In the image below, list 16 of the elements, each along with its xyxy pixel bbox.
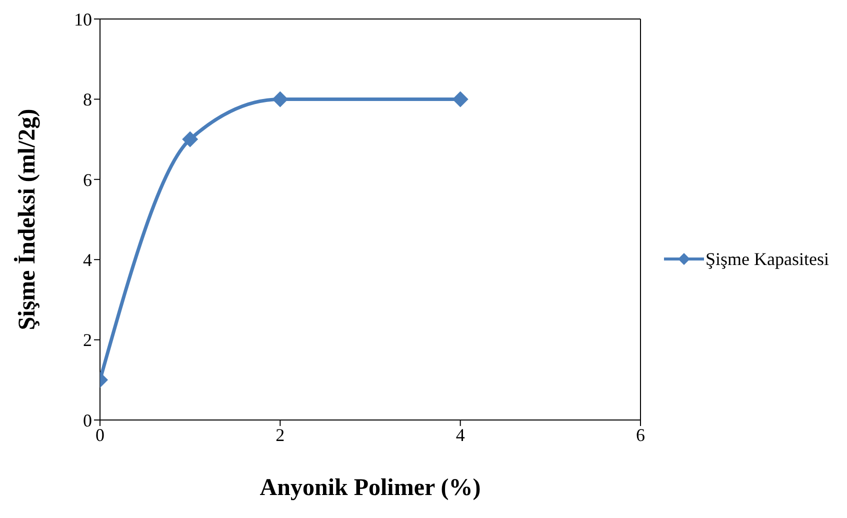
point — [182, 131, 198, 148]
y-axis-title: Şişme İndeksi (ml/2g) — [14, 108, 41, 330]
legend-label: Şişme Kapasitesi — [706, 248, 829, 270]
x-tick-label: 2 — [276, 424, 285, 445]
x-tick-label: 0 — [96, 424, 104, 445]
x-axis-title: Anyonik Polimer (%) — [260, 475, 481, 501]
point — [452, 91, 468, 108]
y-tick-label: 0 — [83, 410, 92, 430]
x-tick-label: 4 — [456, 424, 465, 445]
y-tick-label: 6 — [83, 170, 92, 190]
y-tick-label: 2 — [83, 330, 92, 350]
y-tick-label: 8 — [83, 90, 92, 110]
x-tick-label: 6 — [636, 424, 645, 445]
point — [272, 91, 288, 108]
y-tick-label: 4 — [83, 250, 92, 270]
y-tick-label: 10 — [74, 9, 92, 30]
